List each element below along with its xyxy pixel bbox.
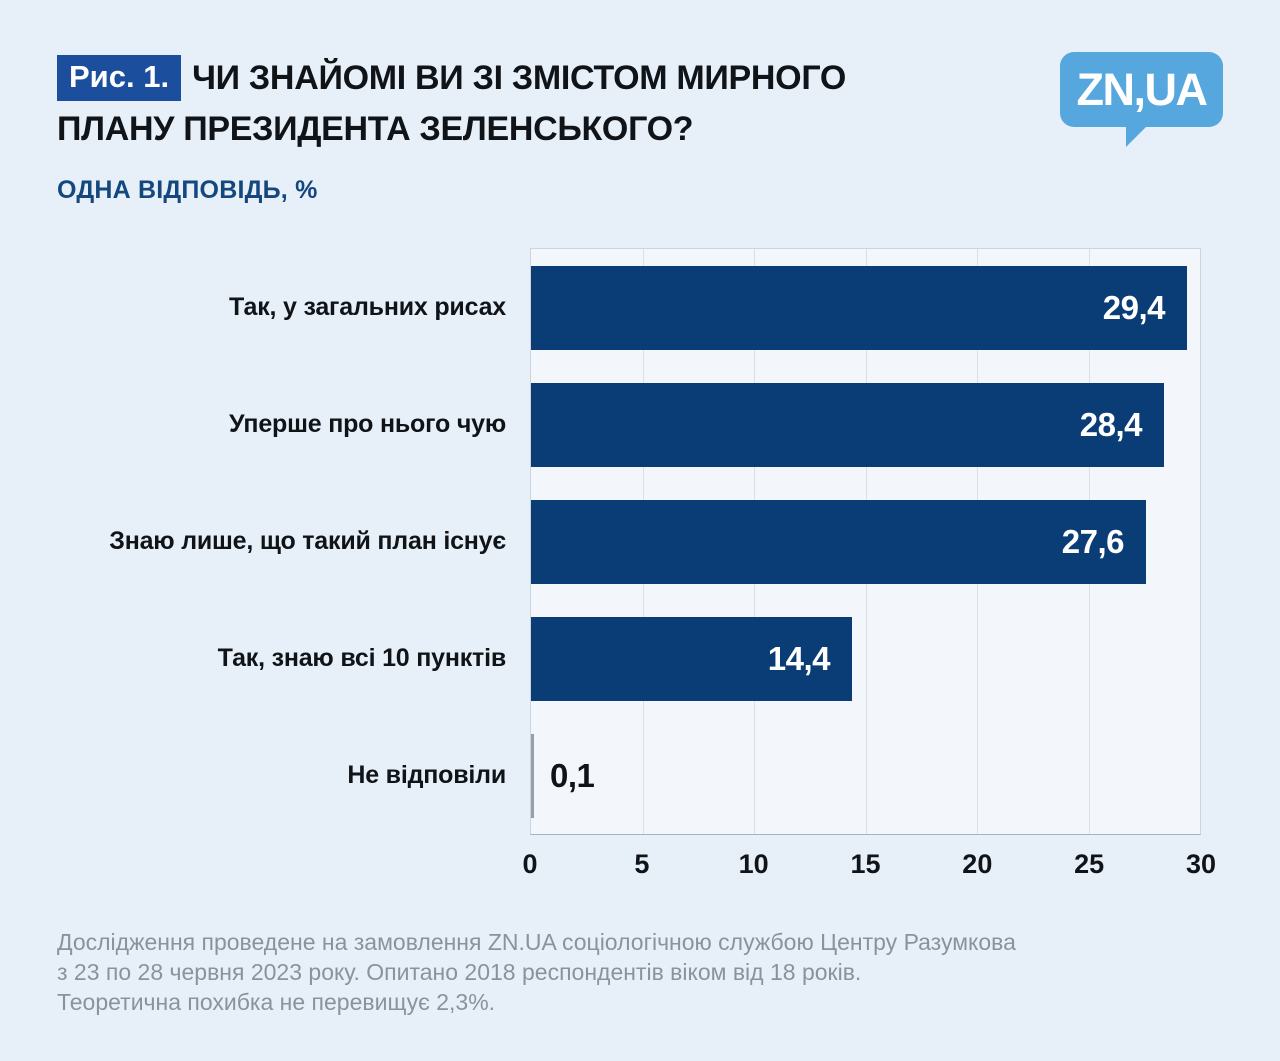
bar-value-label: 0,1 [550,757,595,794]
x-axis-tick-label: 5 [634,849,650,879]
category-label: Уперше про нього чую [229,409,506,438]
footer-note-line: Теоретична похибка не перевищує 2,3%. [57,989,496,1015]
footer-note-line: Дослідження проведене на замовлення ZN.U… [57,929,1016,955]
category-label: Так, знаю всі 10 пунктів [217,643,507,672]
category-label: Знаю лише, що такий план існує [109,526,506,555]
bar [531,266,1187,350]
bar [531,734,534,818]
category-labels: Так, у загальних рисах Уперше про нього ч… [40,248,506,835]
title-row2: ПЛАНУ ПРЕЗИДЕНТА ЗЕЛЕНСЬКОГО? [57,109,1007,150]
footer-note-line: з 23 по 28 червня 2023 року. Опитано 201… [57,959,862,985]
x-axis-tick-label: 10 [738,849,769,879]
zn-ua-logo-text: ZN,UA [1076,63,1208,115]
x-axis-tick-label: 30 [1185,849,1217,879]
bar [531,617,852,701]
chart-plot-area: 29,4 28,4 27,6 14,4 0,1 [530,248,1201,835]
page-title-line2: ПЛАНУ ПРЕЗИДЕНТА ЗЕЛЕНСЬКОГО? [57,110,694,149]
bar-value-label: 27,6 [1061,523,1125,560]
bar-value-label: 28,4 [1079,406,1143,443]
figure-badge: Рис. 1. [57,55,182,102]
zn-ua-logo: ZN,UA [1060,52,1223,147]
bar [531,500,1146,584]
chart-subtitle: ОДНА ВІДПОВІДЬ, % [57,175,318,204]
bar-value-label: 14,4 [767,640,831,677]
bar-value-label: 29,4 [1102,289,1166,326]
category-label: Не відповіли [347,760,506,789]
title-row: Рис. 1. ЧИ ЗНАЙОМІ ВИ ЗІ ЗМІСТОМ МИРНОГО [57,55,1007,102]
header: Рис. 1. ЧИ ЗНАЙОМІ ВИ ЗІ ЗМІСТОМ МИРНОГО… [57,55,1007,205]
category-label: Так, у загальних рисах [229,292,506,321]
x-axis-tick-label: 20 [962,849,993,879]
page-title-line1: ЧИ ЗНАЙОМІ ВИ ЗІ ЗМІСТОМ МИРНОГО [192,58,846,97]
x-axis-tick-label: 15 [850,849,881,879]
bar [531,383,1164,467]
footer-note: Дослідження проведене на замовлення ZN.U… [57,927,1187,1017]
x-axis-tick-label: 0 [522,849,538,879]
x-axis-tick-label: 25 [1074,849,1105,879]
x-axis: 0 5 10 15 20 25 30 [522,849,1216,885]
